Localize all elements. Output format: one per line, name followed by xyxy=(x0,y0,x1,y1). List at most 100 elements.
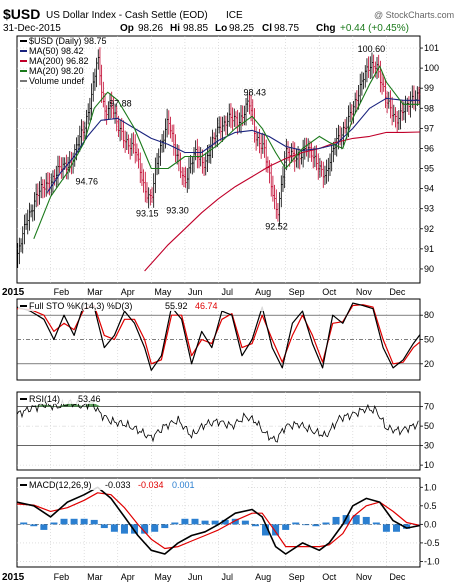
x-axis-label-bottom: Oct xyxy=(322,572,337,582)
price-y-tick-label: 92 xyxy=(424,224,434,234)
macd-legend-bg xyxy=(18,479,248,490)
price-annotation: 97.88 xyxy=(109,99,132,109)
open-value: 98.26 xyxy=(138,23,163,34)
macd-y-tick-label: -0.5 xyxy=(424,538,440,548)
price-y-tick-label: 91 xyxy=(424,244,434,254)
macd-y-tick-label: 0.0 xyxy=(424,519,437,529)
rsi-overbought-fill xyxy=(84,401,91,407)
macd-histogram-bar xyxy=(272,524,280,536)
x-axis-label: 2015 xyxy=(2,287,25,298)
macd-histogram-bar xyxy=(30,524,38,527)
macd-histogram-bar xyxy=(211,520,219,525)
legend-ma20: MA(20) 98.20 xyxy=(29,66,84,76)
price-annotation: 98.43 xyxy=(243,88,266,98)
stochastic-y-tick-label: 20 xyxy=(424,359,434,369)
macd-histogram-bar xyxy=(120,524,128,534)
x-axis-label: Nov xyxy=(356,287,373,297)
macd-histogram-bar xyxy=(382,524,390,532)
x-axis-label-bottom: Feb xyxy=(54,572,70,582)
macd-histogram-bar xyxy=(40,524,48,530)
rsi-legend-bg xyxy=(18,393,138,404)
macd-histogram-bar xyxy=(201,520,209,525)
price-y-tick-label: 94 xyxy=(424,184,434,194)
macd-histogram-bar xyxy=(392,524,400,532)
macd-histogram-bar xyxy=(151,524,159,532)
macd-histogram-bar xyxy=(50,522,58,525)
x-axis-label-bottom: Jun xyxy=(188,572,203,582)
macd-panel: -1.0 -0.5 0.0 0.5 1.0 MACD(12,26,9) -0.033 -0.0… xyxy=(2,477,440,583)
macd-histogram-bar xyxy=(241,520,249,525)
macd-histogram-bar xyxy=(312,524,320,527)
close-value: 98.75 xyxy=(274,23,299,34)
ma20-line xyxy=(33,65,420,240)
macd-histogram-bar xyxy=(282,524,290,530)
high-value: 98.85 xyxy=(183,23,208,34)
price-y-tick-label: 96 xyxy=(424,143,434,153)
x-axis-label: Dec xyxy=(389,287,406,297)
macd-histogram-bar xyxy=(80,518,88,525)
macd-histogram-bar xyxy=(181,518,189,525)
price-annotation: 93.15 xyxy=(136,209,159,219)
x-axis-label-bottom: Nov xyxy=(356,572,373,582)
price-y-tick-label: 101 xyxy=(424,43,439,53)
macd-histogram-bar xyxy=(262,524,270,536)
macd-histogram-bar xyxy=(372,522,380,525)
exchange: ICE xyxy=(226,10,243,21)
change-label: Chg xyxy=(316,23,335,34)
macd-value: -0.033 xyxy=(105,480,131,490)
macd-signal-line xyxy=(16,492,421,550)
x-axis-label-bottom: Apr xyxy=(121,572,135,582)
open-label: Op xyxy=(120,23,134,34)
macd-histogram-bar xyxy=(60,518,68,525)
macd-histogram-bar xyxy=(292,522,300,525)
low-label: Lo xyxy=(215,23,227,34)
x-axis-label: Jun xyxy=(188,287,203,297)
macd-histogram-bar xyxy=(110,524,118,532)
rsi-y-tick-label: 10 xyxy=(424,460,434,470)
ma200-line xyxy=(144,131,421,272)
macd-y-tick-label: 1.0 xyxy=(424,482,437,492)
rsi-y-tick-label: 70 xyxy=(424,402,434,412)
macd-histogram-bar xyxy=(251,524,259,527)
legend-price: $USD (Daily) 98.75 xyxy=(29,36,107,46)
macd-histogram-bar xyxy=(332,516,340,525)
legend-volume: Volume undef xyxy=(29,76,85,86)
stochastic-y-tick-label: 50 xyxy=(424,335,434,345)
x-axis-label-bottom: May xyxy=(154,572,172,582)
macd-histogram-bar xyxy=(100,524,108,529)
x-axis-label-bottom: 2015 xyxy=(2,572,25,583)
x-axis-label: Aug xyxy=(255,287,271,297)
stochastic-k-value: 55.92 xyxy=(165,301,188,311)
macd-histogram-bar xyxy=(141,524,149,534)
x-axis-label: May xyxy=(154,287,172,297)
stochastic-d-value: 46.74 xyxy=(195,301,218,311)
stochastic-y-tick-label: 80 xyxy=(424,310,434,320)
price-y-tick-label: 100 xyxy=(424,63,439,73)
macd-y-tick-label: 0.5 xyxy=(424,501,437,511)
low-value: 98.25 xyxy=(229,23,254,34)
macd-histogram-bar xyxy=(221,519,229,525)
macd-histogram-bar xyxy=(191,518,199,525)
price-y-tick-label: 93 xyxy=(424,204,434,214)
quote-line: Op 98.26 Hi 98.85 Lo 98.25 Cl 98.75 Chg … xyxy=(120,23,409,34)
quote-date: 31-Dec-2015 xyxy=(3,23,61,34)
stochastic-legend-bg xyxy=(18,300,268,311)
x-axis-label: Jul xyxy=(222,287,234,297)
macd-histogram-bar xyxy=(90,519,98,525)
price-annotation: 93.30 xyxy=(166,206,189,216)
symbol: $USD xyxy=(3,6,40,22)
price-annotation: 94.76 xyxy=(76,176,99,186)
price-panel: 90 91 92 93 94 95 96 97 98 99 100 101 100.60 94.76 97.… xyxy=(2,35,439,298)
price-y-tick-label: 90 xyxy=(424,264,434,274)
rsi-y-tick-label: 30 xyxy=(424,441,434,451)
macd-y-tick-label: -1.0 xyxy=(424,556,440,566)
rsi-y-tick-label: 50 xyxy=(424,421,434,431)
x-axis-label: Oct xyxy=(322,287,337,297)
high-label: Hi xyxy=(170,23,180,34)
stochastic-panel: 20 50 80 Full STO %K(14,3) %D(3) 55.92 46.74 xyxy=(16,298,434,381)
price-y-tick-label: 97 xyxy=(424,123,434,133)
stochastic-legend: Full STO %K(14,3) %D(3) xyxy=(29,301,132,311)
security-name: US Dollar Index - Cash Settle (EOD) xyxy=(46,10,208,21)
rsi-legend: RSI(14) xyxy=(29,394,60,404)
